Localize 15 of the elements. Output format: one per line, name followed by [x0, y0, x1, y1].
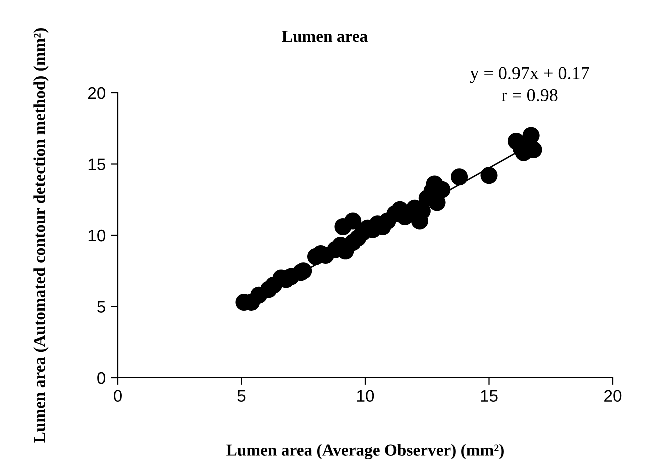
y-tick-label: 5	[98, 301, 106, 313]
x-tick-label: 5	[238, 390, 246, 402]
y-tick-label: 20	[88, 87, 106, 100]
x-tick-label: 20	[604, 390, 622, 402]
x-tick-label: 15	[481, 390, 498, 402]
y-tick-label: 0	[98, 372, 106, 384]
annotation: r = 0.98	[502, 89, 558, 102]
x-tick-label: 0	[114, 390, 122, 402]
x-tick-label: 10	[358, 390, 374, 402]
y-tick-label: 10	[88, 230, 106, 242]
chart-title: Lumen area	[282, 31, 368, 42]
y-axis-title: Lumen area (Automated contour detection method) (mm²)	[34, 28, 49, 443]
text: y = 0.97x + 0.17	[470, 67, 590, 84]
x-axis-title: Lumen area (Average Observer) (mm²)	[226, 444, 504, 460]
y-tick-label: 15	[88, 158, 106, 170]
